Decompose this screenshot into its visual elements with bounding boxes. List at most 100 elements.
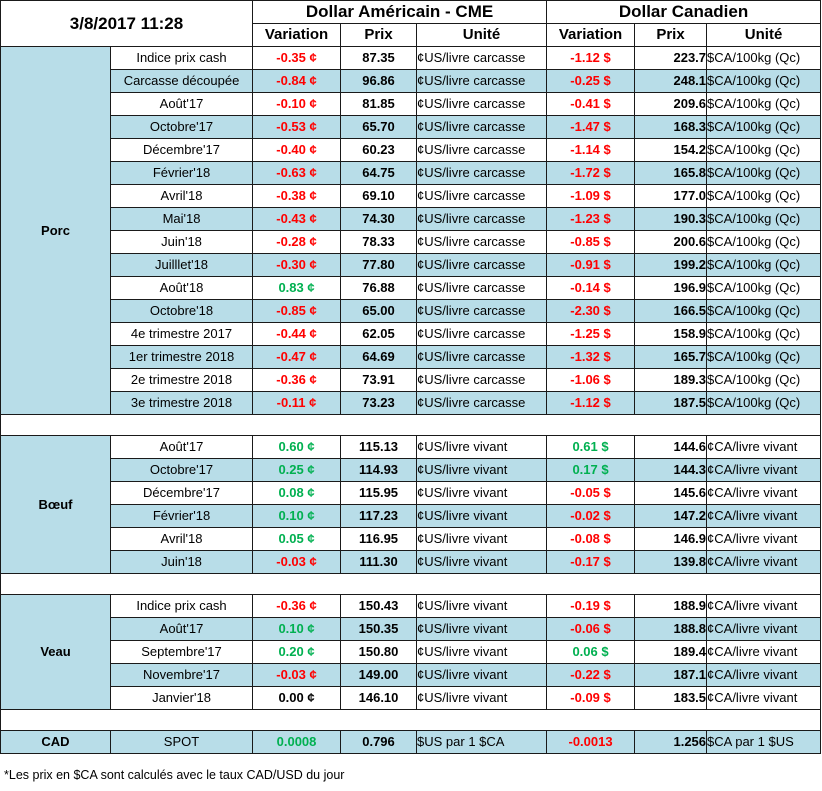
cad-variation: -0.17 $ bbox=[546, 550, 636, 574]
usd-price: 87.35 bbox=[340, 46, 418, 70]
table-row: Avril'18 0.05 ¢ 116.95 ¢US/livre vivant -0.0… bbox=[1, 527, 822, 551]
table-row: 1er trimestre 2018 -0.47 ¢ 64.69 ¢US/livre … bbox=[1, 345, 822, 369]
table-row: Octobre'17 -0.53 ¢ 65.70 ¢US/livre carcasse… bbox=[1, 115, 822, 139]
cad-unit: $CA/100kg (Qc) bbox=[706, 299, 822, 323]
table-row: Août'17 0.10 ¢ 150.35 ¢US/livre vivant -0.06… bbox=[1, 617, 822, 641]
usd-variation: 0.20 ¢ bbox=[252, 640, 342, 664]
usd-unit: ¢US/livre vivant bbox=[416, 617, 548, 641]
table-row: Mai'18 -0.43 ¢ 74.30 ¢US/livre carcasse -1.2… bbox=[1, 207, 822, 231]
date-timestamp: 3/8/2017 11:28 bbox=[0, 0, 254, 47]
usd-variation: -0.36 ¢ bbox=[252, 594, 342, 618]
cad-price: 187.1 bbox=[634, 663, 708, 687]
cad-variation: -0.05 $ bbox=[546, 481, 636, 505]
spacer-cell bbox=[0, 709, 822, 731]
usd-price: 60.23 bbox=[340, 138, 418, 162]
cad-unit: $CA/100kg (Qc) bbox=[706, 368, 822, 392]
cad-variation: -0.14 $ bbox=[546, 276, 636, 300]
row-label: Octobre'17 bbox=[109, 458, 254, 482]
row-label: Décembre'17 bbox=[109, 138, 254, 162]
section-spacer bbox=[0, 573, 822, 595]
row-label: Octobre'17 bbox=[109, 115, 254, 139]
row-label: Octobre'18 bbox=[109, 299, 254, 323]
usd-price: 77.80 bbox=[340, 253, 418, 277]
row-label: Novembre'17 bbox=[109, 663, 254, 687]
cad-unit: ¢CA/livre vivant bbox=[706, 458, 822, 482]
usd-unit: ¢US/livre carcasse bbox=[416, 92, 548, 116]
cad-variation: -0.91 $ bbox=[546, 253, 636, 277]
cad-variation: -1.23 $ bbox=[546, 207, 636, 231]
cad-unit: $CA/100kg (Qc) bbox=[706, 276, 822, 300]
footnote: *Les prix en $CA sont calculés avec le t… bbox=[4, 768, 345, 782]
row-label: Avril'18 bbox=[109, 184, 254, 208]
table-row: Novembre'17 -0.03 ¢ 149.00 ¢US/livre vivant… bbox=[1, 663, 822, 687]
table-row: Porc Indice prix cash -0.35 ¢ 87.35 ¢US/livr… bbox=[0, 46, 822, 415]
usd-price: 149.00 bbox=[340, 663, 418, 687]
cad-variation: -0.08 $ bbox=[546, 527, 636, 551]
cad-variation: -0.22 $ bbox=[546, 663, 636, 687]
cad-col-prix: Prix bbox=[634, 23, 708, 47]
usd-variation: -0.43 ¢ bbox=[252, 207, 342, 231]
cad-price: 187.5 bbox=[634, 391, 708, 415]
usd-unit: ¢US/livre vivant bbox=[416, 458, 548, 482]
cad-unit: ¢CA/livre vivant bbox=[706, 617, 822, 641]
usd-unit: ¢US/livre vivant bbox=[416, 663, 548, 687]
usd-variation: 0.00 ¢ bbox=[252, 686, 342, 710]
row-label: 4e trimestre 2017 bbox=[109, 322, 254, 346]
usd-variation: -0.10 ¢ bbox=[252, 92, 342, 116]
table-row: Janvier'18 0.00 ¢ 146.10 ¢US/livre vivant -0… bbox=[1, 686, 822, 710]
usd-unit: ¢US/livre carcasse bbox=[416, 276, 548, 300]
cad-variation: -1.12 $ bbox=[546, 46, 636, 70]
usd-unit: ¢US/livre carcasse bbox=[416, 69, 548, 93]
usd-col-prix: Prix bbox=[340, 23, 418, 47]
table-row: Octobre'18 -0.85 ¢ 65.00 ¢US/livre carcasse… bbox=[1, 299, 822, 323]
row-label: Décembre'17 bbox=[109, 481, 254, 505]
cad-variation: -1.06 $ bbox=[546, 368, 636, 392]
usd-variation: 0.10 ¢ bbox=[252, 617, 342, 641]
table-row: Veau Indice prix cash -0.36 ¢ 150.43 ¢US/liv… bbox=[0, 594, 822, 710]
cad-unit: ¢CA/livre vivant bbox=[706, 663, 822, 687]
usd-variation: -0.28 ¢ bbox=[252, 230, 342, 254]
usd-unit: ¢US/livre carcasse bbox=[416, 184, 548, 208]
usd-price: 150.80 bbox=[340, 640, 418, 664]
table-row: Septembre'17 0.20 ¢ 150.80 ¢US/livre vivant… bbox=[1, 640, 822, 664]
cad-price: 168.3 bbox=[634, 115, 708, 139]
usd-unit: ¢US/livre vivant bbox=[416, 686, 548, 710]
cad-unit: ¢CA/livre vivant bbox=[706, 550, 822, 574]
usd-unit: ¢US/livre carcasse bbox=[416, 368, 548, 392]
usd-price: 146.10 bbox=[340, 686, 418, 710]
usd-unit: ¢US/livre carcasse bbox=[416, 322, 548, 346]
usd-unit: ¢US/livre carcasse bbox=[416, 138, 548, 162]
table-row: Février'18 -0.63 ¢ 64.75 ¢US/livre carcasse… bbox=[1, 161, 822, 185]
usd-unit: ¢US/livre carcasse bbox=[416, 46, 548, 70]
row-label: Carcasse découpée bbox=[109, 69, 254, 93]
row-label: Juin'18 bbox=[109, 550, 254, 574]
usd-unit: ¢US/livre carcasse bbox=[416, 253, 548, 277]
cad-variation: -0.25 $ bbox=[546, 69, 636, 93]
usd-unit: ¢US/livre carcasse bbox=[416, 207, 548, 231]
row-label: Février'18 bbox=[109, 161, 254, 185]
cad-price: 139.8 bbox=[634, 550, 708, 574]
cad-group-header: Dollar Canadien bbox=[546, 0, 822, 24]
cad-unit: $CA/100kg (Qc) bbox=[706, 345, 822, 369]
table-row: Carcasse découpée -0.84 ¢ 96.86 ¢US/livre c… bbox=[1, 69, 822, 93]
section-label-2: Veau bbox=[0, 594, 111, 710]
usd-price: 150.43 bbox=[340, 594, 418, 618]
cad-price: 209.6 bbox=[634, 92, 708, 116]
cad-variation: -0.06 $ bbox=[546, 617, 636, 641]
section-spacer bbox=[0, 414, 822, 436]
usd-price: 115.95 bbox=[340, 481, 418, 505]
usd-price: 73.23 bbox=[340, 391, 418, 415]
cad-unit: $CA/100kg (Qc) bbox=[706, 322, 822, 346]
usd-variation: -0.53 ¢ bbox=[252, 115, 342, 139]
row-label: Septembre'17 bbox=[109, 640, 254, 664]
cad-variation: -1.14 $ bbox=[546, 138, 636, 162]
cad-unit: ¢CA/livre vivant bbox=[706, 594, 822, 618]
cad-variation: -0.19 $ bbox=[546, 594, 636, 618]
cad-price: 146.9 bbox=[634, 527, 708, 551]
section-label-cad: CAD bbox=[0, 730, 111, 754]
cad-unit: $CA/100kg (Qc) bbox=[706, 253, 822, 277]
cad-spot-row: CAD SPOT 0.0008 0.796 $US par 1 $CA -0.0013 1.… bbox=[0, 730, 822, 754]
cad-unit: ¢CA/livre vivant bbox=[706, 686, 822, 710]
cad-variation: -0.85 $ bbox=[546, 230, 636, 254]
